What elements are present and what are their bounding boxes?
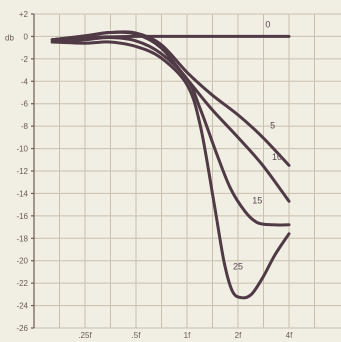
y-tick-label: +2	[19, 10, 29, 19]
y-tick-label: 0	[24, 32, 29, 41]
x-tick-label: 4f	[286, 331, 293, 340]
y-tick-label: -18	[16, 234, 28, 243]
y-unit-label: db	[5, 33, 14, 42]
series-lines	[50, 30, 291, 300]
x-tick-label: 1f	[184, 331, 191, 340]
axes	[31, 13, 35, 329]
x-tick-label: .5f	[132, 331, 142, 340]
series-line-10	[50, 30, 291, 203]
y-tick-label: -16	[16, 212, 28, 221]
grid	[34, 13, 341, 329]
y-tick-labels: +2 0 -2 -4 -6 -8 -10 -12 -14 -16 -18 -20 -22 -24 -26	[16, 10, 28, 333]
series-label-15: 15	[252, 196, 262, 206]
series-label-0: 0	[265, 19, 270, 29]
series-line-25	[50, 40, 291, 300]
y-tick-label: -26	[16, 324, 28, 333]
y-tick-label: -12	[16, 167, 28, 176]
x-tick-labels: .25f .5f 1f 2f 4f	[78, 331, 293, 340]
series-line-15	[50, 35, 291, 227]
x-tick-label: .25f	[78, 331, 92, 340]
y-tick-label: -10	[16, 145, 28, 154]
y-tick-label: -14	[16, 189, 28, 198]
y-tick-label: -20	[16, 257, 28, 266]
series-line-0	[50, 34, 291, 42]
series-line-5	[50, 30, 291, 167]
y-tick-label: -4	[21, 77, 29, 86]
y-tick-label: -8	[21, 122, 29, 131]
series-label-25: 25	[233, 262, 243, 272]
y-tick-label: -22	[16, 279, 28, 288]
y-tick-label: -24	[16, 302, 28, 311]
y-tick-label: -6	[21, 100, 29, 109]
series-label-10: 10	[272, 152, 282, 162]
x-tick-label: 2f	[235, 331, 242, 340]
series-labels: 0 5 10 15 25	[233, 19, 282, 271]
y-tick-label: -2	[21, 55, 29, 64]
series-label-5: 5	[270, 120, 275, 130]
